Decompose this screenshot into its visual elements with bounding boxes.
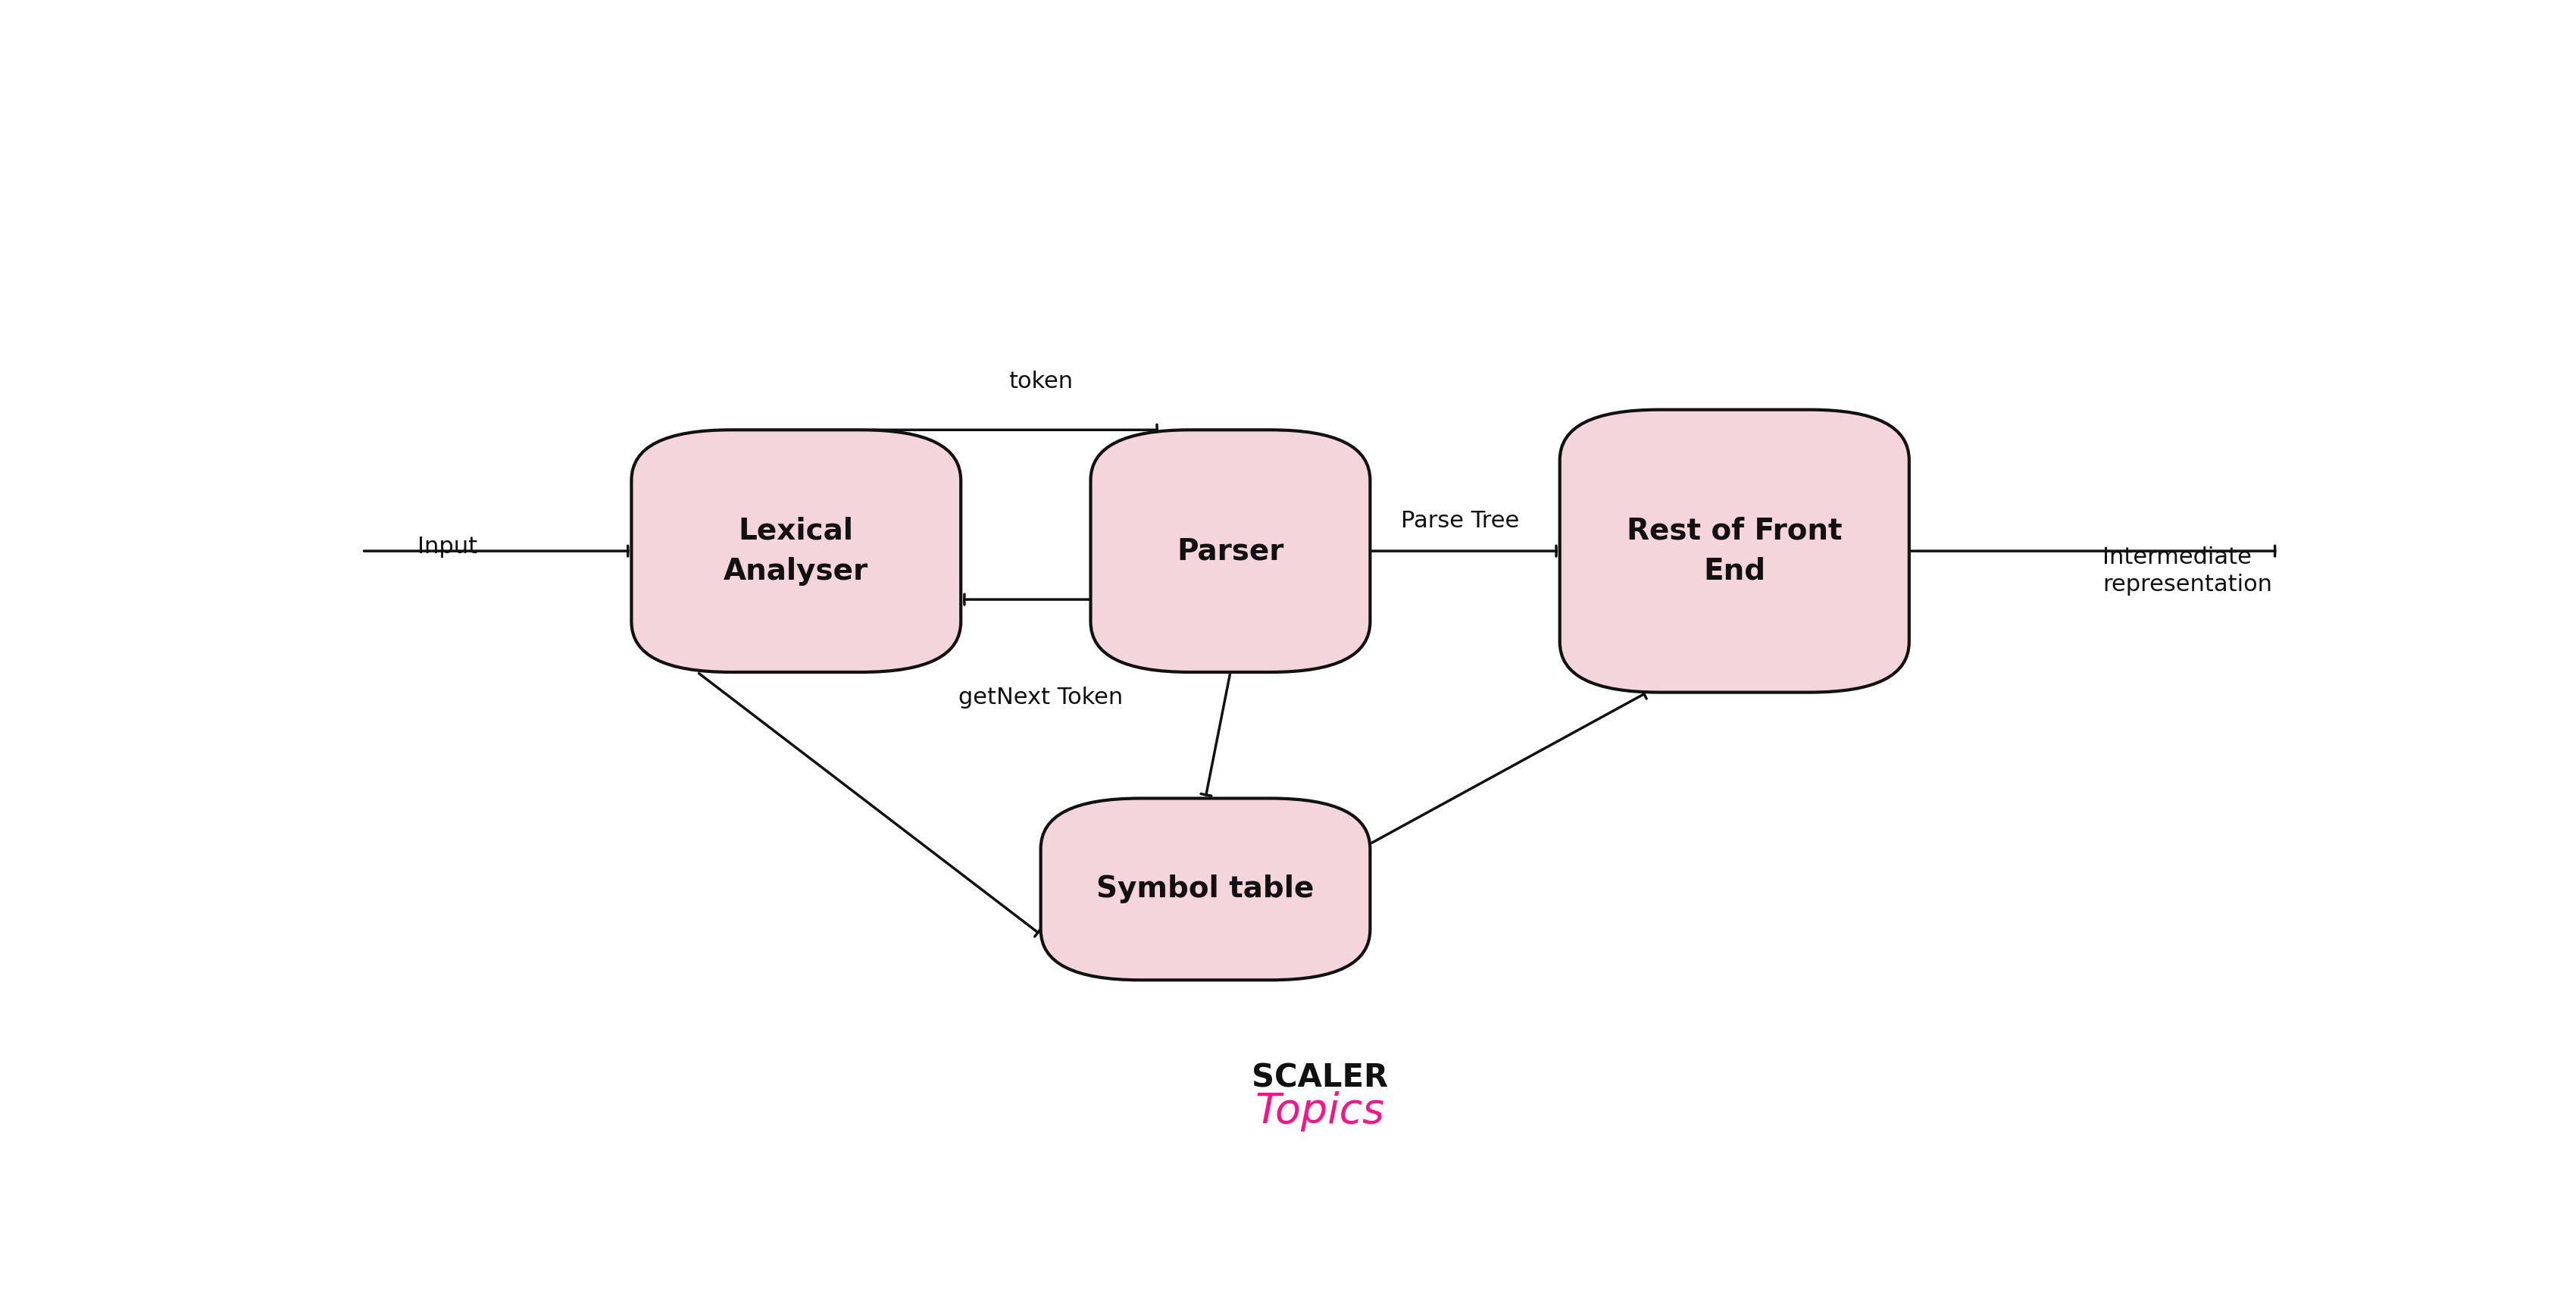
Text: Input: Input bbox=[417, 536, 477, 558]
Text: SCALER: SCALER bbox=[1252, 1062, 1388, 1093]
Text: Parser: Parser bbox=[1177, 536, 1283, 565]
Text: Symbol table: Symbol table bbox=[1097, 874, 1314, 903]
FancyBboxPatch shape bbox=[631, 430, 961, 673]
Text: getNext Token: getNext Token bbox=[958, 687, 1123, 708]
Text: Rest of Front
End: Rest of Front End bbox=[1625, 517, 1842, 586]
FancyBboxPatch shape bbox=[1041, 798, 1370, 981]
Text: token: token bbox=[1007, 371, 1074, 392]
Text: Lexical
Analyser: Lexical Analyser bbox=[724, 517, 868, 586]
Text: Topics: Topics bbox=[1255, 1091, 1386, 1131]
Text: Parse Tree: Parse Tree bbox=[1401, 510, 1520, 532]
Text: Intermediate
representation: Intermediate representation bbox=[2102, 547, 2272, 595]
FancyBboxPatch shape bbox=[1558, 409, 1909, 692]
FancyBboxPatch shape bbox=[1090, 430, 1370, 673]
